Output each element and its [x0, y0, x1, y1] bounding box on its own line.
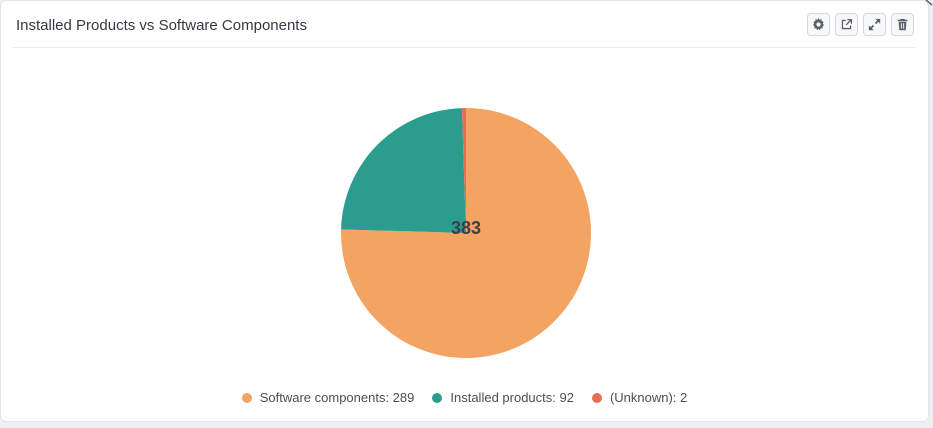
- legend-item[interactable]: Installed products: 92: [432, 390, 574, 405]
- widget-header: Installed Products vs Software Component…: [13, 1, 916, 48]
- legend-dot-icon: [241, 392, 252, 403]
- expand-button[interactable]: [863, 13, 886, 36]
- legend-item[interactable]: Software components: 289: [241, 390, 415, 405]
- chart-legend: Software components: 289 Installed produc…: [1, 390, 928, 405]
- legend-label: Software components: 289: [259, 390, 415, 405]
- widget-title: Installed Products vs Software Component…: [16, 17, 307, 34]
- legend-label: Installed products: 92: [450, 390, 574, 405]
- open-external-button[interactable]: [835, 13, 858, 36]
- trash-icon: [897, 18, 908, 31]
- expand-icon: [868, 18, 881, 31]
- corner-mark-icon: [925, 0, 933, 6]
- legend-label: (Unknown): 2: [609, 390, 688, 405]
- delete-button[interactable]: [891, 13, 914, 36]
- settings-button[interactable]: [807, 13, 830, 36]
- legend-dot-icon: [591, 392, 602, 403]
- pie-total-label: 383: [451, 218, 481, 238]
- pie-slices: [340, 108, 592, 359]
- pie-slice-unknown[interactable]: [461, 108, 466, 233]
- pie-chart: 383: [340, 108, 592, 359]
- pie-slice-software-components[interactable]: [340, 108, 592, 359]
- widget-toolbar: [807, 13, 914, 36]
- legend-dot-icon: [432, 392, 443, 403]
- external-link-icon: [841, 18, 853, 30]
- pie-slice-installed-products[interactable]: [341, 108, 466, 233]
- gear-icon: [812, 18, 825, 31]
- legend-item[interactable]: (Unknown): 2: [591, 390, 688, 405]
